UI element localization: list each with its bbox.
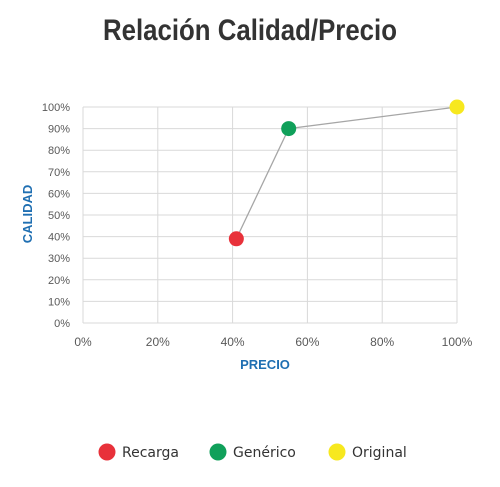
legend-marker [98,443,116,461]
x-tick-label: 100% [442,335,473,349]
data-point-recarga [228,231,244,247]
grid-lines [82,106,458,324]
y-tick-label: 60% [48,188,70,200]
data-points [228,99,465,247]
data-point-original [449,99,465,115]
y-tick-label: 40% [48,232,70,244]
y-axis-label: CALIDAD [20,185,35,244]
y-tick-label: 90% [48,124,70,136]
legend-marker [209,443,227,461]
legend-marker [328,443,346,461]
y-tick-label: 70% [48,167,70,179]
x-tick-label: 0% [74,335,92,349]
x-tick-label: 60% [295,335,319,349]
legend-label: Original [352,445,407,461]
chart-title: Relación Calidad/Precio [103,14,397,47]
y-axis-ticks: 0% 10% 20% 30% 40% 50% 60% 70% 80% 90% 100% [42,102,70,330]
x-axis-label: PRECIO [240,357,290,372]
y-tick-label: 0% [54,318,70,330]
legend-label: Genérico [233,445,296,461]
y-tick-label: 10% [48,296,70,308]
connector-line [235,106,458,240]
y-tick-label: 30% [48,253,70,265]
series-line [235,106,458,240]
x-tick-label: 80% [370,335,394,349]
legend: Recarga Genérico Original [98,443,407,461]
y-tick-label: 20% [48,275,70,287]
y-tick-label: 50% [48,210,70,222]
y-tick-label: 80% [48,145,70,157]
x-tick-label: 40% [221,335,245,349]
data-point-genérico [281,121,297,137]
y-tick-label: 100% [42,102,70,114]
x-tick-label: 20% [146,335,170,349]
legend-label: Recarga [122,445,179,461]
x-axis-ticks: 0% 20% 40% 60% 80% 100% [74,335,472,349]
